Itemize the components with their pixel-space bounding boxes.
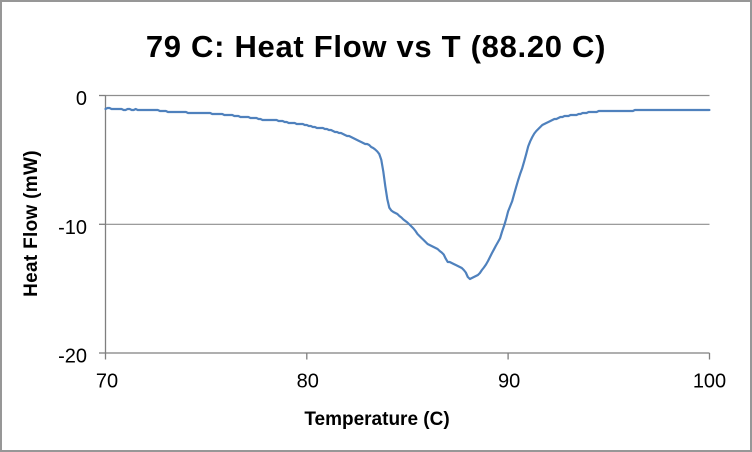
svg-text:Temperature (C): Temperature (C) bbox=[304, 409, 449, 430]
svg-text:70: 70 bbox=[96, 371, 118, 393]
svg-text:79 C: Heat Flow vs T (88.20 C): 79 C: Heat Flow vs T (88.20 C) bbox=[146, 29, 606, 64]
svg-text:-20: -20 bbox=[58, 346, 87, 368]
svg-text:100: 100 bbox=[693, 371, 726, 393]
svg-text:-10: -10 bbox=[58, 217, 87, 239]
svg-text:Heat Flow (mW): Heat Flow (mW) bbox=[21, 150, 42, 297]
svg-text:0: 0 bbox=[76, 88, 87, 110]
svg-text:90: 90 bbox=[498, 371, 520, 393]
svg-text:80: 80 bbox=[297, 371, 319, 393]
